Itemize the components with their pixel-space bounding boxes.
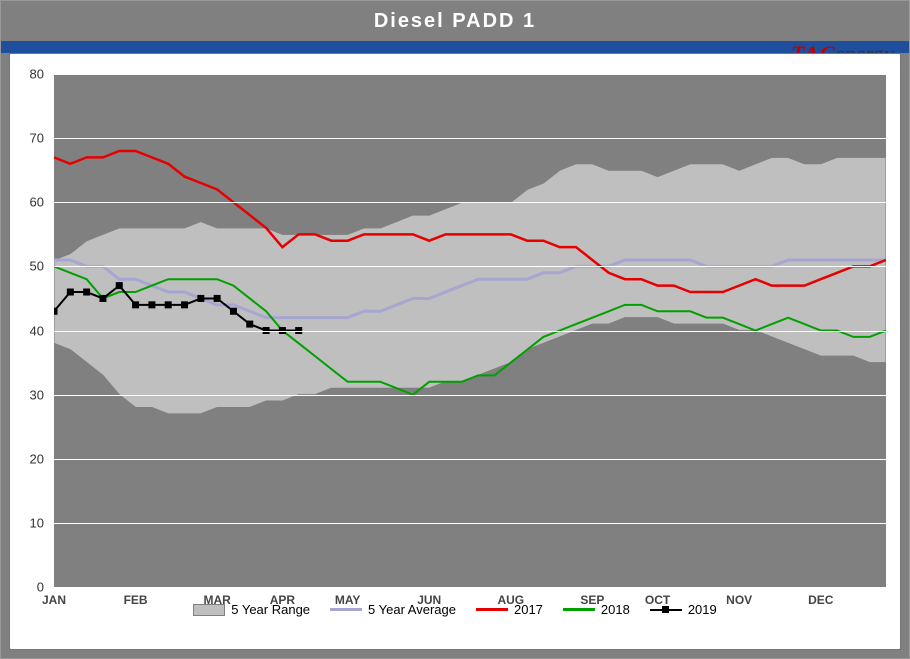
plot-area: 01020304050607080JANFEBMARAPRMAYJUNAUGSE… <box>9 53 901 650</box>
marker-2019 <box>99 295 106 302</box>
chart-title: Diesel PADD 1 <box>374 10 536 33</box>
chart-region: 01020304050607080JANFEBMARAPRMAYJUNAUGSE… <box>54 74 886 587</box>
legend-item-2017: 2017 <box>476 600 543 619</box>
marker-2019 <box>246 321 253 328</box>
legend-item-2018: 2018 <box>563 600 630 619</box>
legend-swatch-marker <box>650 604 682 616</box>
y-tick-label: 10 <box>30 515 54 530</box>
y-tick-label: 20 <box>30 451 54 466</box>
marker-2019 <box>181 301 188 308</box>
marker-2019 <box>54 308 58 315</box>
y-tick-label: 30 <box>30 387 54 402</box>
y-tick-label: 50 <box>30 259 54 274</box>
title-bar: Diesel PADD 1 <box>1 1 909 41</box>
y-tick-label: 40 <box>30 323 54 338</box>
legend-item-avg: 5 Year Average <box>330 600 456 619</box>
legend-item-range: 5 Year Range <box>193 600 310 619</box>
marker-2019 <box>230 308 237 315</box>
marker-2019 <box>83 289 90 296</box>
y-tick-label: 60 <box>30 195 54 210</box>
legend: 5 Year Range 5 Year Average 2017 2018 20… <box>10 600 900 619</box>
accent-strip <box>1 41 909 53</box>
legend-swatch-line <box>563 608 595 611</box>
marker-2019 <box>132 301 139 308</box>
marker-2019 <box>67 289 74 296</box>
legend-label: 2018 <box>601 600 630 619</box>
legend-item-2019: 2019 <box>650 600 717 619</box>
marker-2019 <box>197 295 204 302</box>
marker-2019 <box>116 282 123 289</box>
legend-label: 5 Year Range <box>231 600 310 619</box>
legend-label: 5 Year Average <box>368 600 456 619</box>
range-area <box>54 157 886 414</box>
legend-label: 2017 <box>514 600 543 619</box>
legend-swatch-line <box>330 608 362 611</box>
marker-2019 <box>148 301 155 308</box>
legend-swatch-area <box>193 604 225 616</box>
marker-2019 <box>165 301 172 308</box>
marker-2019 <box>214 295 221 302</box>
legend-swatch-line <box>476 608 508 611</box>
legend-label: 2019 <box>688 600 717 619</box>
y-tick-label: 70 <box>30 131 54 146</box>
chart-frame: Diesel PADD 1 TACenergy 0102030405060708… <box>0 0 910 659</box>
y-tick-label: 80 <box>30 67 54 82</box>
